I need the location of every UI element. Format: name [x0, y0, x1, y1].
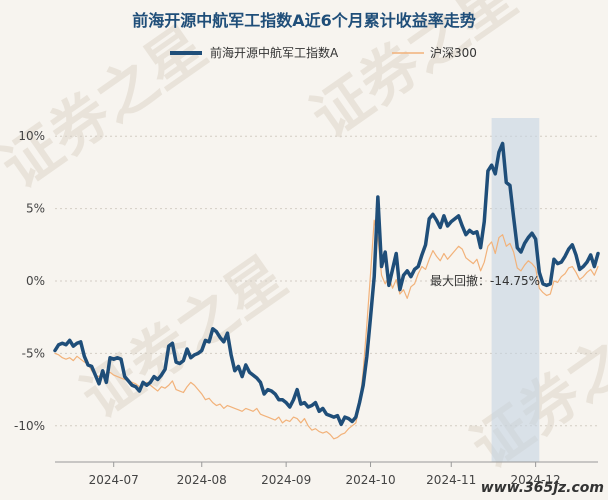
- y-tick-label-1: 5%: [26, 202, 45, 216]
- legend: 前海开源中航军工指数A 沪深300: [170, 45, 477, 60]
- x-tick-label-4: 2024-11: [426, 473, 476, 487]
- drawdown-label: 最大回撤：-14.75%: [430, 273, 540, 288]
- y-tick-label-4: -10%: [14, 419, 45, 433]
- watermark-text-0: 证券之星: [0, 13, 218, 202]
- legend-label-index: 沪深300: [430, 46, 477, 60]
- drawdown-highlight: [491, 118, 540, 462]
- axis-layer: 10% 5% 0% -5% -10% 2024-07 2024-08 2024-09 2024-…: [14, 129, 598, 487]
- legend-label-fund: 前海开源中航军工指数A: [210, 45, 339, 60]
- chart-title: 前海开源中航军工指数A近6个月累计收益率走势: [132, 11, 476, 30]
- series-layer: [53, 141, 600, 440]
- watermark-text-2: 证券之星: [69, 243, 298, 432]
- y-tick-label-2: 0%: [26, 274, 45, 288]
- grid: [55, 135, 598, 427]
- x-tick-label-2: 2024-09: [261, 473, 311, 487]
- x-tick-label-3: 2024-10: [345, 473, 395, 487]
- x-tick-label-1: 2024-08: [177, 473, 227, 487]
- y-tick-label-0: 10%: [18, 129, 45, 143]
- y-tick-label-3: -5%: [22, 346, 45, 360]
- source-watermark: www.365jz.com: [481, 480, 604, 496]
- drawdown-region: [491, 118, 540, 462]
- series-line-fund: [53, 141, 600, 427]
- x-tick-label-5: 2024-12: [511, 473, 561, 487]
- x-tick-label-0: 2024-07: [89, 473, 139, 487]
